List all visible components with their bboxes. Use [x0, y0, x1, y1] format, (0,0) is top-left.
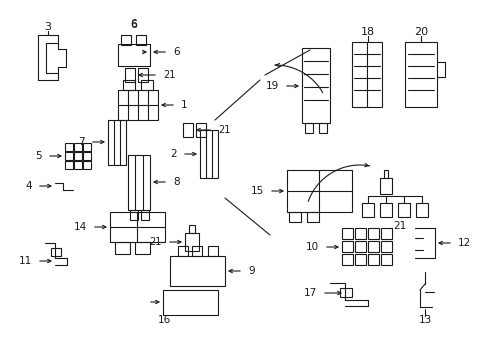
Text: 17: 17 [303, 288, 316, 298]
Bar [65, 143, 73, 151]
Bar [115, 242, 130, 254]
Bar [367, 241, 378, 252]
Text: 6: 6 [130, 19, 137, 29]
Bar [83, 143, 91, 151]
Text: 3: 3 [44, 22, 51, 32]
Bar [83, 161, 91, 169]
Bar [138, 68, 148, 82]
Bar [288, 212, 301, 222]
Text: 20: 20 [413, 27, 427, 37]
Text: 21: 21 [218, 125, 230, 135]
Bar [339, 288, 351, 297]
Bar [83, 152, 91, 160]
Bar [118, 90, 158, 120]
Bar [380, 254, 391, 265]
Bar [351, 42, 381, 107]
Bar [318, 123, 326, 133]
Bar [404, 42, 436, 107]
Bar [354, 254, 365, 265]
Bar [415, 203, 427, 217]
Text: 10: 10 [305, 242, 318, 252]
Bar [108, 120, 126, 165]
Bar [110, 212, 164, 242]
Text: 1: 1 [181, 100, 187, 110]
Bar [183, 123, 193, 137]
Bar [141, 80, 153, 90]
Bar [305, 123, 312, 133]
Bar [341, 254, 352, 265]
Bar [178, 246, 187, 256]
Text: 7: 7 [78, 137, 85, 147]
Bar [123, 80, 135, 90]
Bar [361, 203, 373, 217]
Bar [65, 152, 73, 160]
Text: 6: 6 [173, 47, 179, 57]
Bar [125, 68, 135, 82]
Text: 12: 12 [457, 238, 470, 248]
Bar [354, 241, 365, 252]
Text: 2: 2 [170, 149, 177, 159]
Bar [196, 123, 205, 137]
Text: 21: 21 [392, 221, 406, 231]
Bar [192, 246, 202, 256]
Bar [141, 210, 149, 220]
Text: 11: 11 [19, 256, 32, 266]
Bar [200, 130, 218, 178]
Text: 13: 13 [418, 315, 431, 325]
Bar [302, 48, 329, 123]
Text: 15: 15 [250, 186, 264, 196]
Bar [354, 228, 365, 239]
Bar [74, 152, 82, 160]
Bar [341, 241, 352, 252]
Bar [207, 246, 218, 256]
Text: 14: 14 [74, 222, 87, 232]
Text: 21: 21 [163, 70, 175, 80]
Text: 18: 18 [360, 27, 374, 37]
Bar [306, 212, 318, 222]
Bar [118, 44, 150, 66]
Bar [380, 241, 391, 252]
Bar [135, 242, 150, 254]
Bar [74, 143, 82, 151]
Text: 6: 6 [130, 20, 137, 30]
Bar [189, 225, 195, 233]
Bar [379, 203, 391, 217]
Bar [367, 254, 378, 265]
Bar [367, 228, 378, 239]
Bar [170, 256, 224, 286]
Bar [379, 178, 391, 194]
Text: 4: 4 [25, 181, 32, 191]
Bar [383, 170, 387, 178]
Text: 16: 16 [158, 315, 171, 325]
Text: 9: 9 [247, 266, 254, 276]
Bar [286, 170, 351, 212]
Bar [130, 210, 138, 220]
Text: 8: 8 [173, 177, 179, 187]
Bar [397, 203, 409, 217]
Bar [74, 161, 82, 169]
Text: 21: 21 [149, 237, 162, 247]
Bar [136, 35, 146, 45]
Bar [65, 161, 73, 169]
Bar [51, 248, 61, 256]
Bar [163, 290, 218, 315]
Text: 5: 5 [35, 151, 42, 161]
Bar [128, 155, 150, 210]
Bar [341, 228, 352, 239]
Bar [380, 228, 391, 239]
Bar [184, 233, 199, 251]
Text: 19: 19 [265, 81, 279, 91]
Bar [121, 35, 131, 45]
